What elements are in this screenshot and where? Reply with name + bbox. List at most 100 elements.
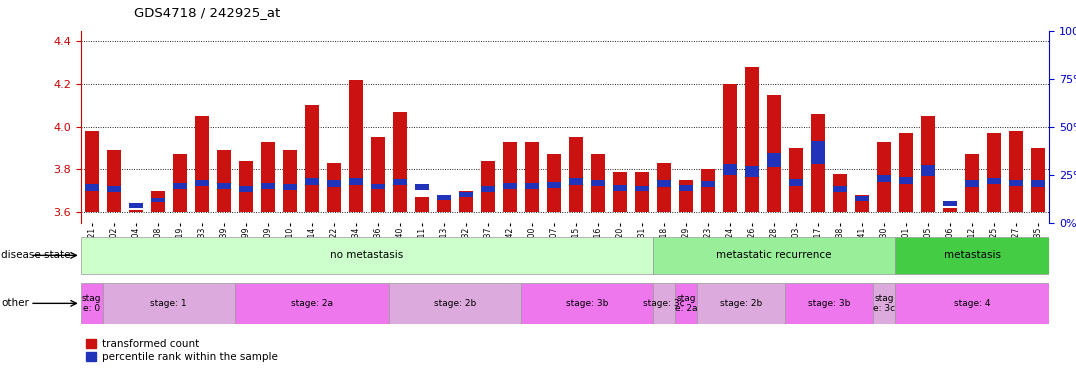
Text: stage: 2a: stage: 2a [291, 299, 332, 308]
Bar [745, 67, 760, 212]
Bar [675, 283, 697, 324]
Bar [239, 161, 253, 212]
Bar [349, 178, 363, 185]
Text: metastasis: metastasis [944, 250, 1001, 260]
Bar [81, 283, 102, 324]
Bar [877, 142, 891, 212]
Bar [327, 163, 341, 212]
Bar [393, 112, 407, 212]
Bar [414, 184, 429, 190]
Bar [305, 178, 318, 185]
Bar [898, 177, 914, 184]
Bar [679, 185, 693, 191]
Bar [172, 183, 187, 189]
Text: stage: 3c: stage: 3c [643, 299, 684, 308]
Bar [873, 283, 895, 324]
Bar [195, 116, 209, 212]
Bar [370, 184, 385, 189]
Bar [327, 180, 341, 187]
Bar [895, 237, 1049, 274]
Bar [854, 197, 869, 201]
Bar [481, 161, 495, 212]
Text: metastatic recurrence: metastatic recurrence [717, 250, 832, 260]
Bar [85, 184, 99, 191]
Bar [521, 283, 653, 324]
Bar [414, 197, 429, 212]
Bar [811, 141, 825, 164]
Bar [437, 197, 451, 212]
Bar [151, 198, 165, 202]
Text: stag
e: 0: stag e: 0 [82, 294, 101, 313]
Bar [481, 186, 495, 192]
Bar [569, 178, 583, 185]
Bar [653, 237, 895, 274]
Bar [833, 174, 847, 212]
Text: stage: 4: stage: 4 [953, 299, 990, 308]
Bar [965, 154, 979, 212]
Bar [767, 95, 781, 212]
Bar [370, 137, 385, 212]
Bar [1031, 180, 1045, 187]
Bar [525, 142, 539, 212]
Bar [656, 180, 671, 187]
Bar [987, 178, 1002, 184]
Bar [388, 283, 521, 324]
Bar [745, 166, 760, 177]
Bar [235, 283, 388, 324]
Bar [700, 181, 716, 187]
Bar [898, 133, 914, 212]
Legend: transformed count, percentile rank within the sample: transformed count, percentile rank withi… [86, 339, 278, 362]
Bar [547, 182, 561, 188]
Bar [921, 165, 935, 176]
Bar [151, 191, 165, 212]
Bar [921, 116, 935, 212]
Bar [653, 283, 675, 324]
Bar [547, 154, 561, 212]
Bar [437, 195, 451, 200]
Bar [393, 179, 407, 185]
Bar [216, 150, 231, 212]
Bar [833, 186, 847, 192]
Bar [612, 185, 627, 191]
Bar [172, 154, 187, 212]
Bar [987, 133, 1002, 212]
Bar [679, 180, 693, 212]
Bar [349, 80, 363, 212]
Bar [502, 142, 518, 212]
Bar [128, 203, 143, 208]
Bar [283, 150, 297, 212]
Bar [811, 114, 825, 212]
Bar [767, 153, 781, 167]
Bar [458, 191, 473, 212]
Bar [525, 183, 539, 189]
Bar [216, 183, 231, 189]
Bar [107, 186, 121, 192]
Text: stage: 1: stage: 1 [151, 299, 187, 308]
Bar [895, 283, 1049, 324]
Bar [723, 84, 737, 212]
Text: stage: 2b: stage: 2b [720, 299, 762, 308]
Bar [785, 283, 873, 324]
Text: stag
e: 3c: stag e: 3c [873, 294, 895, 313]
Bar [107, 150, 121, 212]
Text: stage: 3b: stage: 3b [566, 299, 608, 308]
Bar [283, 184, 297, 190]
Bar [195, 180, 209, 187]
Bar [85, 131, 99, 212]
Bar [591, 154, 605, 212]
Bar [569, 137, 583, 212]
Bar [260, 142, 275, 212]
Bar [1009, 131, 1023, 212]
Bar [1031, 148, 1045, 212]
Bar [635, 172, 649, 212]
Bar [260, 183, 275, 189]
Bar [965, 180, 979, 187]
Text: stage: 3b: stage: 3b [808, 299, 850, 308]
Bar [877, 175, 891, 182]
Bar [1009, 180, 1023, 187]
Bar [591, 180, 605, 187]
Bar [612, 172, 627, 212]
Bar [943, 201, 958, 206]
Bar [789, 148, 803, 212]
Bar [502, 183, 518, 189]
